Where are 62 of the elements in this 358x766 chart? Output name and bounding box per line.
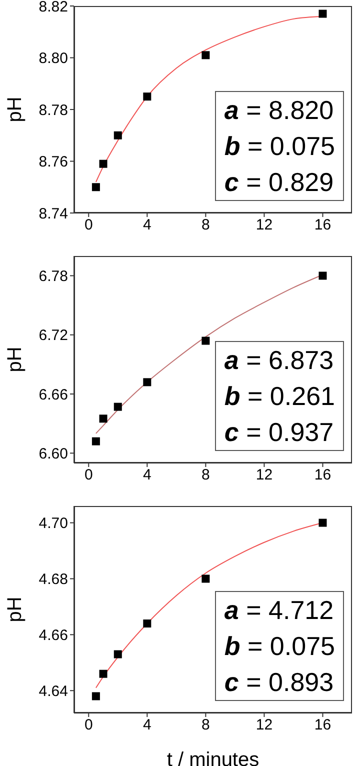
y-tick-label: 8.74 — [38, 205, 68, 222]
point — [92, 437, 100, 446]
annotation: a = 6.873 — [224, 344, 335, 377]
annotation: b = 0.075 — [224, 630, 335, 663]
x-tick-label: 16 — [314, 216, 332, 234]
y-axis-title: pH — [4, 596, 26, 622]
y-tick-label: 6.78 — [38, 268, 68, 286]
parameter-box: a = 6.873 b = 0.261 c = 0.937 — [215, 341, 344, 451]
x-tick-label: 0 — [84, 716, 93, 734]
x-tick-label: 12 — [256, 466, 273, 484]
y-axis-title: pH — [4, 346, 26, 372]
y-tick-label: 4.64 — [38, 682, 68, 700]
y-tick-label: 6.60 — [38, 445, 68, 462]
annotation: a = 8.820 — [224, 94, 335, 127]
point — [114, 650, 122, 658]
point — [143, 92, 152, 101]
y-tick-label: 8.78 — [38, 102, 68, 119]
x-tick-label: 12 — [256, 716, 273, 734]
y-tick-label: 8.82 — [38, 0, 68, 16]
point — [318, 10, 327, 18]
annotation: c = 0.893 — [224, 666, 335, 699]
parameter-box: a = 8.820 b = 0.075 c = 0.829 — [215, 91, 344, 201]
x-tick-label: 4 — [142, 466, 152, 484]
point — [202, 336, 210, 345]
point — [202, 574, 210, 583]
point — [99, 670, 108, 678]
x-tick-label: 8 — [202, 466, 210, 484]
annotation: b = 0.261 — [224, 380, 335, 413]
point — [114, 402, 122, 411]
point — [318, 518, 327, 527]
x-tick-label: 12 — [256, 216, 273, 234]
y-tick-label: 4.68 — [38, 571, 68, 588]
x-tick-label: 8 — [202, 716, 210, 734]
y-tick-label: 6.72 — [38, 327, 68, 344]
x-tick-label: 8 — [202, 216, 210, 234]
annotation: a = 4.712 — [224, 594, 335, 627]
y-tick-label: 6.66 — [38, 386, 68, 404]
point — [143, 619, 152, 628]
point — [92, 183, 100, 192]
x-tick-label: 0 — [84, 466, 93, 484]
point — [202, 51, 210, 60]
x-tick-label: 4 — [142, 716, 152, 734]
x-tick-label: 16 — [314, 466, 332, 484]
annotation: c = 0.937 — [224, 416, 335, 449]
point — [318, 272, 327, 280]
y-tick-label: 8.80 — [38, 50, 68, 68]
parameter-box: a = 4.712 b = 0.075 c = 0.893 — [215, 591, 344, 701]
x-tick-label: 16 — [314, 716, 332, 734]
annotation: b = 0.075 — [224, 130, 335, 163]
point — [99, 414, 108, 423]
y-tick-label: 4.66 — [38, 627, 68, 644]
x-tick-label: 4 — [142, 216, 152, 234]
annotation: c = 0.829 — [224, 166, 335, 199]
x-axis-title: t / minutes — [166, 749, 260, 766]
point — [114, 131, 122, 140]
y-tick-label: 4.70 — [38, 515, 68, 532]
y-axis-title: pH — [4, 96, 26, 122]
point — [99, 160, 108, 168]
x-tick-label: 0 — [84, 216, 93, 234]
point — [143, 378, 152, 386]
point — [92, 692, 100, 700]
y-tick-label: 8.76 — [38, 154, 68, 171]
